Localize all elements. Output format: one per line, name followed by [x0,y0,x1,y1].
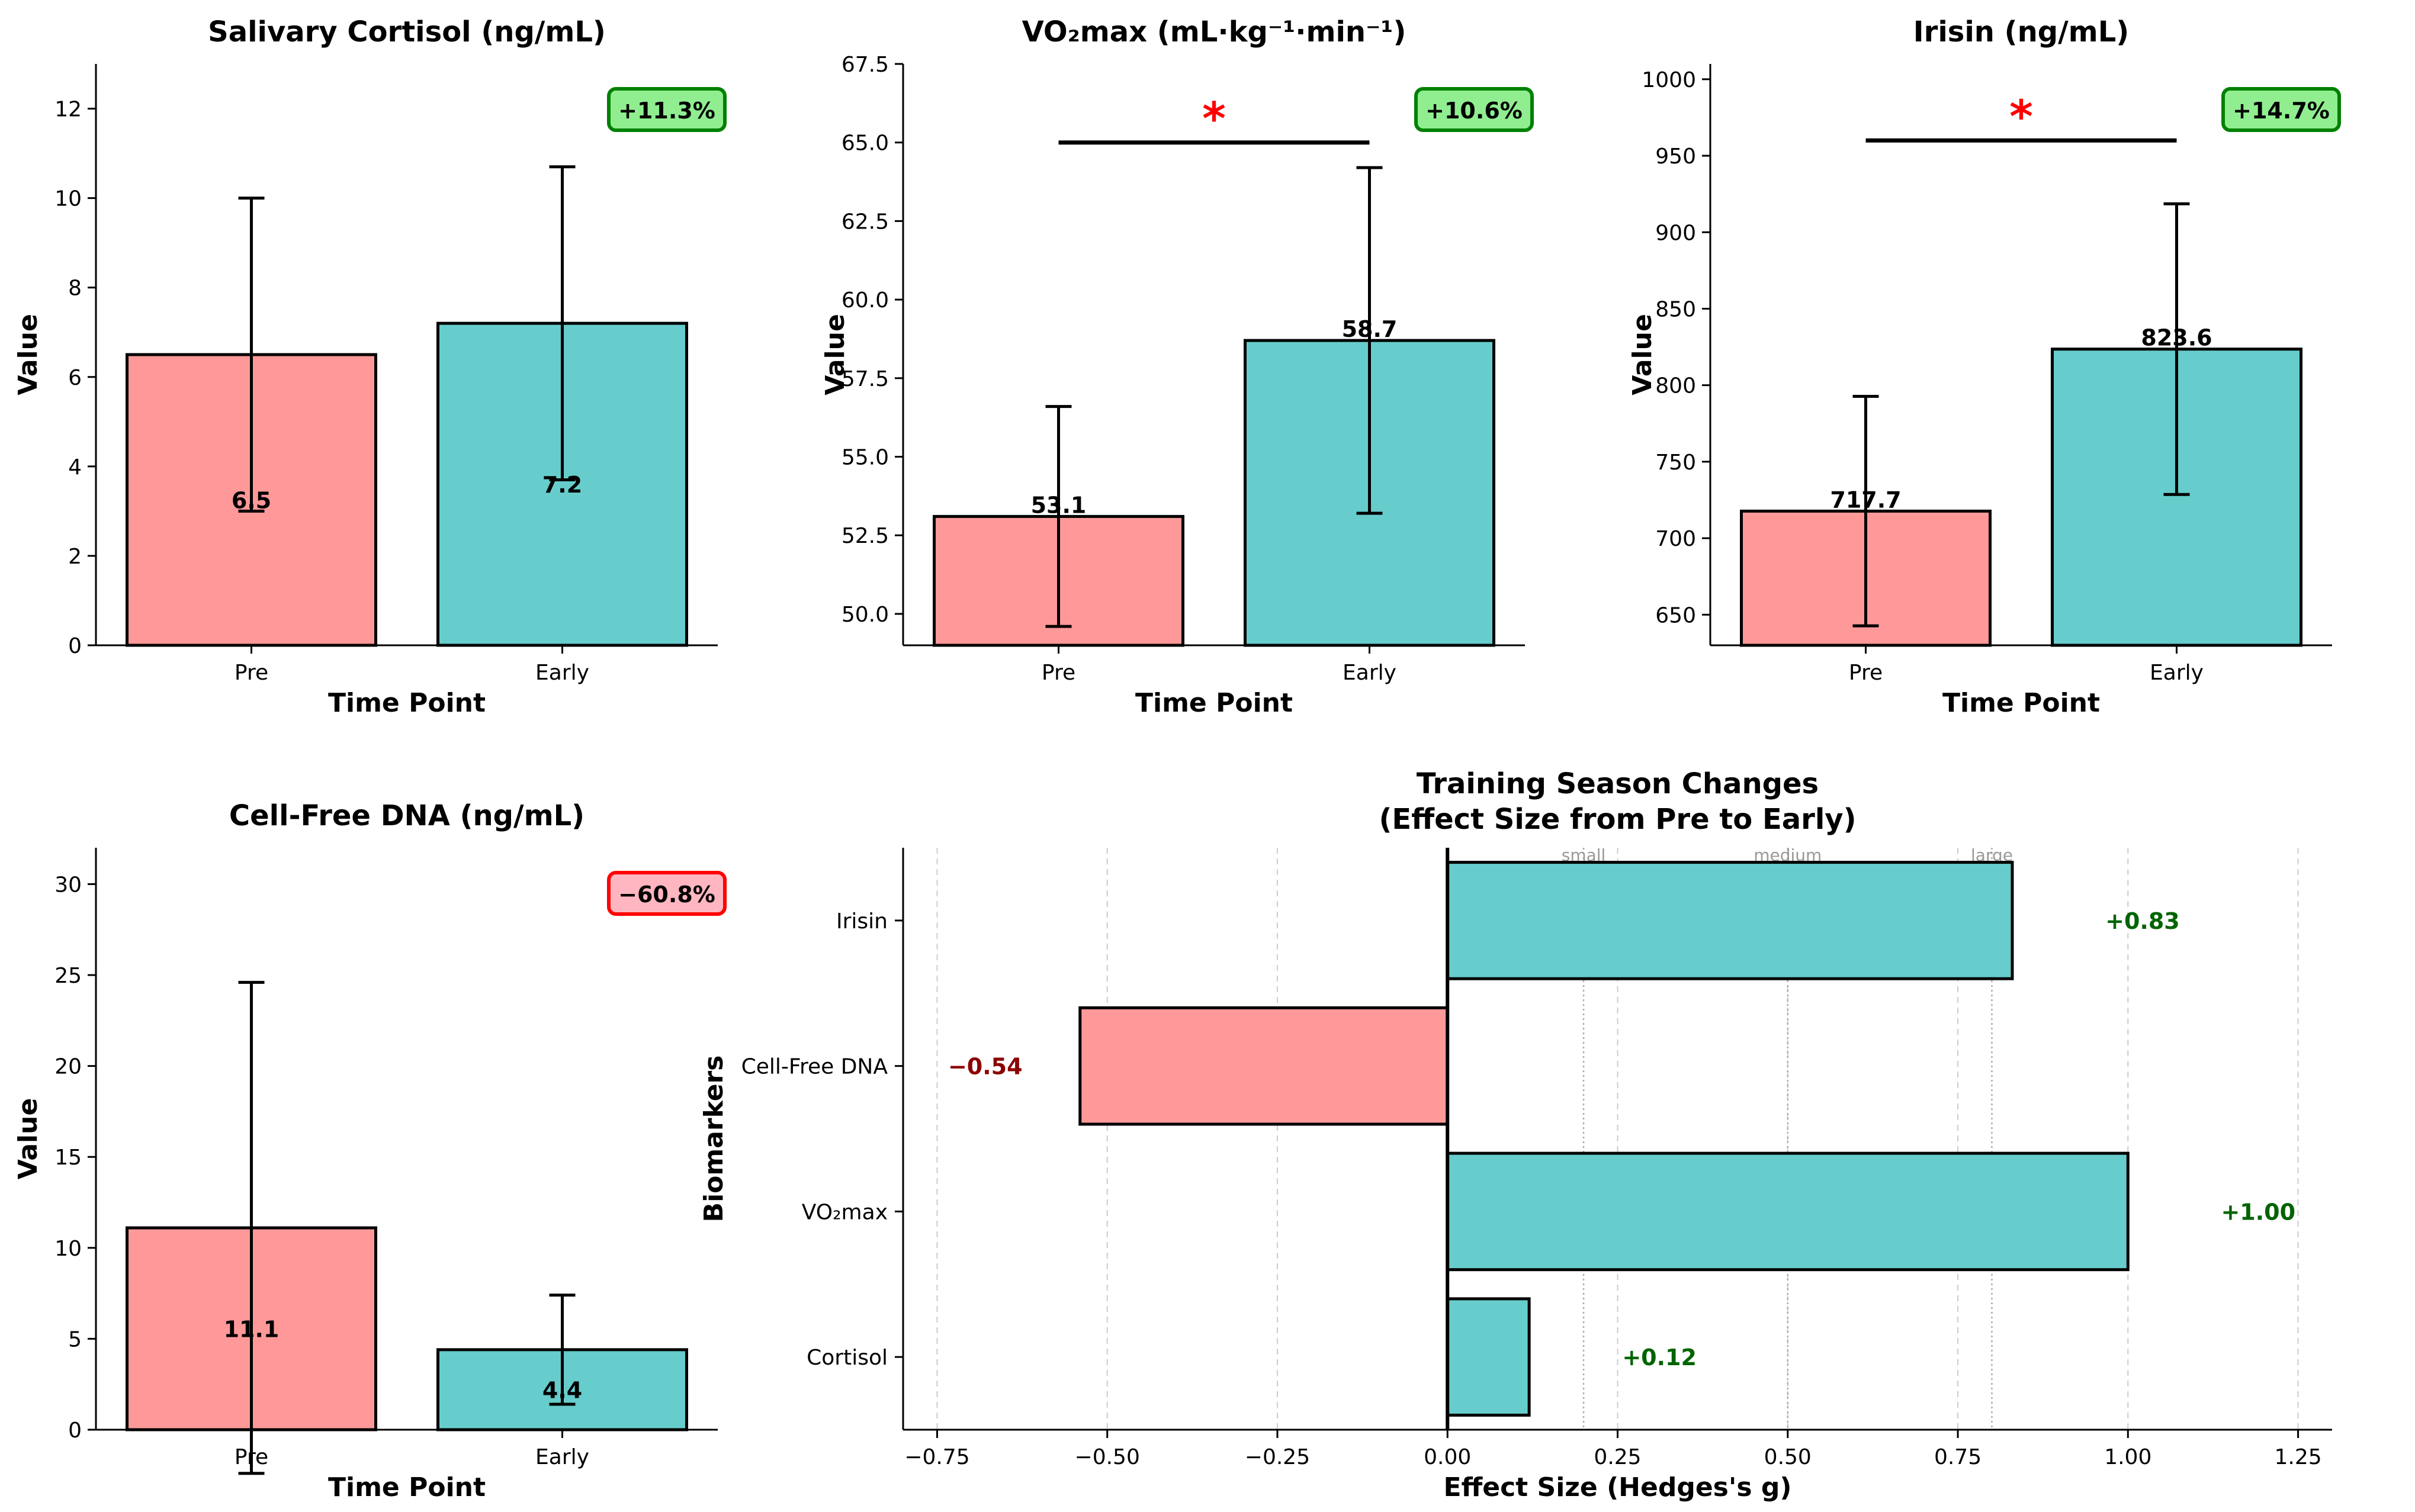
y-tick-label: 800 [1655,374,1696,398]
x-axis-label: Effect Size (Hedges's g) [1444,1472,1792,1503]
change-badge-label: +14.7% [2233,98,2330,124]
y-tick-label: 25 [54,964,82,988]
x-tick-label: Pre [1849,661,1883,685]
chart-title: Cell-Free DNA (ng/mL) [229,799,585,832]
x-axis-label: Time Point [1135,688,1293,718]
change-badge [2221,87,2341,132]
y-axis-label: Value [820,314,850,395]
effect-value-label: +0.83 [2105,908,2180,934]
y-tick-label: VO₂max [802,1200,888,1224]
y-tick-label: 57.5 [842,367,889,391]
x-tick-label: Pre [235,1445,268,1469]
bar-value-label: 58.7 [1342,316,1398,342]
y-axis-label: Biomarkers [699,1056,729,1223]
y-tick-label: 10 [54,1237,82,1261]
bar-value-label: 7.2 [542,472,582,498]
y-tick-label: Cell-Free DNA [741,1055,888,1079]
y-tick-label: 62.5 [842,210,889,234]
x-tick-label: Pre [1042,661,1075,685]
x-tick-label: Pre [235,661,268,685]
y-tick-label: 6 [68,366,82,390]
bar-value-label: 6.5 [232,488,271,514]
x-tick-label: −0.50 [1075,1445,1140,1469]
effect-value-label: +1.00 [2221,1199,2295,1225]
y-tick-label: 67.5 [842,53,889,77]
y-tick-label: 750 [1655,451,1696,475]
y-tick-label: 8 [68,276,82,301]
y-tick-label: 65.0 [842,131,889,156]
bar-value-label: 4.4 [542,1377,582,1403]
y-tick-label: 1000 [1642,68,1696,92]
bar-cortisol [1446,1297,1531,1417]
y-tick-label: 0 [68,1418,82,1443]
y-tick-label: 700 [1655,527,1696,551]
change-badge-label: −60.8% [618,882,715,908]
y-tick-label: 12 [54,98,82,122]
x-tick-label: 0.75 [1934,1445,1982,1469]
y-tick-label: 950 [1655,144,1696,169]
panel-2: 717.7 823.6 650 700 750 800 850 900 950 1000 Pre Ea… [1627,15,2341,718]
x-tick-label: Early [535,661,589,685]
y-tick-label: 650 [1655,603,1696,628]
chart-title: Salivary Cortisol (ng/mL) [208,15,606,49]
x-axis-label: Time Point [1942,688,2100,718]
panel-effect-size: small medium large+0.12+1.00−0.54+0.83−0.7… [699,767,2332,1503]
x-tick-label: −0.25 [1245,1445,1310,1469]
y-tick-label: 2 [68,545,82,569]
y-axis-label: Value [1627,314,1658,395]
effect-value-label: −0.54 [948,1054,1023,1080]
y-tick-label: 10 [54,187,82,211]
x-tick-label: Early [535,1445,589,1469]
y-tick-label: 4 [68,455,82,480]
y-tick-label: 60.0 [842,288,889,313]
x-tick-label: 1.25 [2274,1445,2321,1469]
x-tick-label: 1.00 [2104,1445,2151,1469]
x-axis-label: Time Point [328,1472,486,1503]
y-tick-label: Irisin [836,909,888,934]
chart-title: Irisin (ng/mL) [1913,15,2129,49]
y-tick-label: 5 [68,1327,82,1352]
chart-subtitle: (Effect Size from Pre to Early) [1379,803,1856,836]
bar-irisin [1446,861,2014,980]
x-tick-label: 0.25 [1594,1445,1641,1469]
bar-vo-max [1446,1151,2130,1272]
y-axis-label: Value [13,1098,43,1180]
bar-value-label: 717.7 [1830,487,1901,513]
bar-cell-free-dna [1078,1006,1449,1126]
change-badge-label: +11.3% [618,98,715,124]
effect-value-label: +0.12 [1622,1344,1697,1371]
change-badge [607,87,727,132]
x-tick-label: 0.00 [1424,1445,1471,1469]
x-tick-label: Early [2150,661,2204,685]
chart-title: VO₂max (mL·kg⁻¹·min⁻¹) [1022,15,1406,49]
y-tick-label: 30 [54,873,82,897]
y-tick-label: 15 [54,1146,82,1170]
y-tick-label: 850 [1655,297,1696,321]
change-badge [1414,87,1534,132]
panel-3: 11.1 4.4 0 5 10 15 20 25 30 Pre Early Time Point Val… [13,799,727,1503]
change-badge [607,871,727,916]
y-tick-label: 50.0 [842,603,889,627]
panel-0: 6.5 7.2 0 2 4 6 8 10 12 Pre Early Time Point Value Sa… [13,15,727,718]
x-tick-label: −0.75 [904,1445,969,1469]
bar-value-label: 53.1 [1031,492,1087,518]
bar-value-label: 823.6 [2141,325,2212,351]
panel-1: 53.1 58.7 50.0 52.5 55.0 57.5 60.0 62.5 65.0 67.5… [820,15,1534,718]
y-tick-label: 52.5 [842,524,889,548]
y-tick-label: 900 [1655,221,1696,245]
y-axis-label: Value [13,314,43,395]
y-tick-label: 20 [54,1055,82,1079]
significance-marker: * [2009,90,2033,143]
bar-value-label: 11.1 [224,1317,280,1343]
chart-title: Training Season Changes [1417,767,1819,800]
x-axis-label: Time Point [328,688,486,718]
x-tick-label: 0.50 [1764,1445,1812,1469]
significance-marker: * [1202,92,1226,145]
x-tick-label: Early [1343,661,1396,685]
y-tick-label: Cortisol [807,1346,888,1370]
change-badge-label: +10.6% [1425,98,1523,124]
y-tick-label: 0 [68,634,82,658]
y-tick-label: 55.0 [842,446,889,470]
